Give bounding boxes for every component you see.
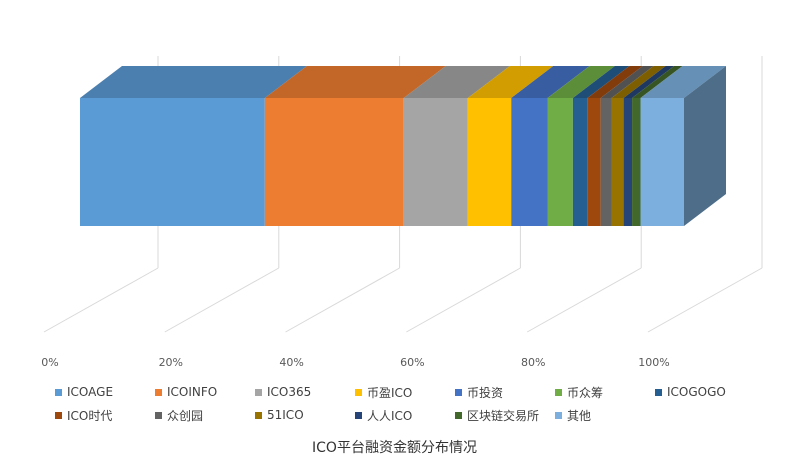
legend-swatch-9 xyxy=(255,411,262,419)
legend-item-12: 其他 xyxy=(555,408,655,423)
legend-label-9: 51ICO xyxy=(267,408,304,422)
legend-item-5: 币众筹 xyxy=(555,385,655,400)
gridline-floor-2 xyxy=(285,267,400,333)
legend-label-11: 区块链交易所 xyxy=(467,408,540,423)
bar-top-ICOGOGO xyxy=(572,66,630,98)
legend-label-12: 其他 xyxy=(567,408,592,423)
legend-item-2: ICO365 xyxy=(255,385,355,399)
legend-item-7: ICO时代 xyxy=(55,408,155,423)
legend-swatch-8 xyxy=(155,411,162,419)
legend-item-1: ICOINFO xyxy=(155,385,255,399)
bar-segment-51ICO xyxy=(611,98,624,226)
legend-item-8: 众创园 xyxy=(155,408,255,423)
bar-side-其他 xyxy=(684,66,726,226)
bar-segment-ICOGOGO xyxy=(572,98,588,226)
gridline-floor-0 xyxy=(43,267,159,333)
legend-item-0: ICOAGE xyxy=(55,385,155,399)
bar-top-ICO时代 xyxy=(587,66,643,98)
legend-label-1: ICOINFO xyxy=(167,385,218,399)
stacked-bar-chart: 0% 20% 40% 60% 80% 100% xyxy=(41,56,763,369)
bar-segment-币投资 xyxy=(511,98,548,226)
legend-label-7: ICO时代 xyxy=(67,408,113,423)
bar-segment-ICOAGE xyxy=(80,98,265,226)
legend-swatch-4 xyxy=(455,388,462,396)
legend-swatch-1 xyxy=(155,388,162,396)
bar-top-币盈ICO xyxy=(467,66,554,98)
bar-segment-ICOINFO xyxy=(264,98,404,226)
bar-segment-ICO时代 xyxy=(587,98,601,226)
legend-swatch-6 xyxy=(655,388,662,396)
legend-swatch-3 xyxy=(355,388,362,396)
x-tick-label-4: 80% xyxy=(521,356,545,369)
legend-swatch-5 xyxy=(555,388,562,396)
gridline-floor-4 xyxy=(526,267,642,333)
legend-label-4: 币投资 xyxy=(467,385,504,400)
x-tick-label-5: 100% xyxy=(638,356,669,369)
bar-segment-人人ICO xyxy=(623,98,633,226)
bar-segment-区块链交易所 xyxy=(632,98,641,226)
legend-swatch-10 xyxy=(355,411,362,419)
chart-caption: ICO平台融资金额分布情况 xyxy=(312,440,477,456)
legend-swatch-0 xyxy=(55,388,62,396)
legend-item-4: 币投资 xyxy=(455,385,555,400)
bar-top-币投资 xyxy=(511,66,590,98)
x-tick-label-3: 60% xyxy=(400,356,424,369)
legend-item-10: 人人ICO xyxy=(355,408,455,423)
legend-label-0: ICOAGE xyxy=(67,385,114,399)
legend-label-5: 币众筹 xyxy=(567,385,604,400)
gridline-floor-3 xyxy=(406,267,521,333)
bar-top-人人ICO xyxy=(623,66,675,98)
bar-top-51ICO xyxy=(611,66,666,98)
x-tick-label-0: 0% xyxy=(41,356,58,369)
bar-top-其他 xyxy=(640,66,726,98)
legend-item-9: 51ICO xyxy=(255,408,355,422)
bar-top-币众筹 xyxy=(547,66,615,98)
bar-top-ICOAGE xyxy=(80,66,307,98)
legend-label-10: 人人ICO xyxy=(367,408,413,423)
bar-segment-币盈ICO xyxy=(467,98,512,226)
legend-swatch-12 xyxy=(555,411,562,419)
bar-segment-众创园 xyxy=(600,98,612,226)
legend-label-8: 众创园 xyxy=(167,408,204,423)
legend-label-6: ICOGOGO xyxy=(667,385,726,399)
gridline-floor-1 xyxy=(164,267,280,333)
bar-top-区块链交易所 xyxy=(632,66,683,98)
chart-legend: ICOAGE ICOINFO ICO365 币盈ICO 币投资 币众筹 ICOGOGO ICO… xyxy=(55,385,755,423)
legend-swatch-2 xyxy=(255,388,262,396)
legend-label-3: 币盈ICO xyxy=(367,385,413,400)
legend-item-11: 区块链交易所 xyxy=(455,408,555,423)
gridline-floor-5 xyxy=(647,267,763,333)
legend-swatch-11 xyxy=(455,411,462,419)
legend-item-6: ICOGOGO xyxy=(655,385,755,399)
x-tick-label-2: 40% xyxy=(279,356,303,369)
legend-item-3: 币盈ICO xyxy=(355,385,455,400)
bar-segment-币众筹 xyxy=(547,98,573,226)
x-tick-label-1: 20% xyxy=(159,356,183,369)
bar-top-众创园 xyxy=(600,66,654,98)
bar-top-ICO365 xyxy=(403,66,510,98)
legend-swatch-7 xyxy=(55,411,62,419)
bar-segment-ICO365 xyxy=(403,98,468,226)
bar-top-ICOINFO xyxy=(264,66,446,98)
bar-segment-其他 xyxy=(640,98,684,226)
legend-label-2: ICO365 xyxy=(267,385,312,399)
